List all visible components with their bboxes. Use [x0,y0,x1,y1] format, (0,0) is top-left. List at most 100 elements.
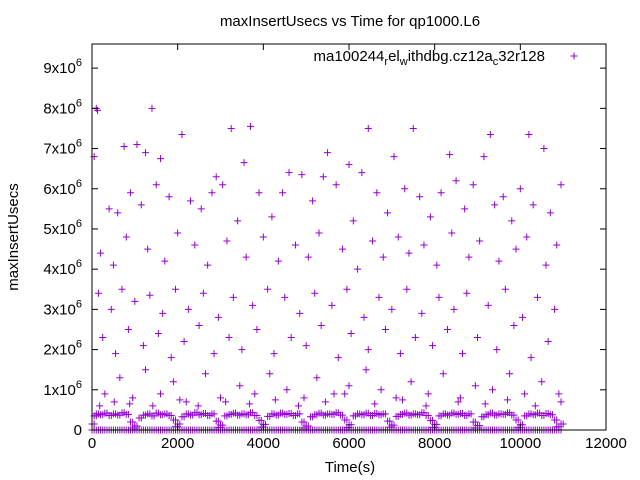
data-point [448,229,456,237]
data-point [129,394,137,402]
y-tick-label: 8x106 [43,97,82,117]
data-point [321,398,329,406]
legend-plus-icon [570,52,578,60]
data-point [137,201,145,209]
y-tick-label: 9x106 [43,57,82,77]
data-point [394,233,402,241]
data-point [197,205,205,213]
data-point [381,410,389,418]
data-point [184,305,192,313]
data-point [219,181,227,189]
data-point [99,334,107,342]
data-point [456,394,464,402]
data-point [544,338,552,346]
data-point [446,151,454,159]
data-point [555,390,563,398]
data-point [481,400,489,408]
data-point [126,400,134,408]
data-point [234,217,242,225]
x-tick-label: 2000 [161,435,194,452]
data-point [373,189,381,197]
data-point [379,253,387,261]
data-point [217,394,224,402]
data-point [426,213,434,221]
data-point [222,398,230,406]
data-point [540,145,548,153]
data-point [255,189,263,197]
data-point [109,261,117,269]
data-point [409,124,417,132]
data-point [294,402,302,410]
data-point [300,394,308,402]
data-point [214,313,222,321]
data-point [281,293,289,301]
data-point [424,412,432,420]
data-point [371,400,379,408]
data-point [465,253,473,261]
data-point [529,201,537,209]
data-point [116,374,124,382]
data-point [204,261,212,269]
data-point [339,411,347,419]
data-point [270,350,278,358]
data-point [268,213,276,221]
data-point [298,171,306,179]
data-point [96,402,104,410]
data-point [510,411,518,419]
data-point [424,390,432,398]
data-point [330,390,338,398]
data-point [364,346,372,354]
y-tick-label: 7x106 [43,138,82,158]
data-point [97,249,105,257]
data-point [309,197,317,205]
data-point [422,402,430,410]
data-point [512,245,520,253]
data-points [88,104,567,434]
data-point [296,410,304,418]
data-point [559,420,567,428]
data-point [144,245,152,253]
legend-marker [570,52,578,60]
data-point [174,229,182,237]
data-point [152,181,160,189]
data-point [257,416,265,424]
data-point [538,378,546,386]
data-point [557,181,565,189]
chart-title: maxInsertUsecs vs Time for qp1000.L6 [220,13,480,30]
x-tick-label: 4000 [247,435,280,452]
data-point [146,291,154,299]
data-point [304,253,312,261]
data-point [287,334,295,342]
data-point [291,241,299,249]
data-point [328,301,336,309]
y-axis-label: maxInsertUsecs [5,183,22,291]
data-point [180,338,188,346]
data-point [488,386,496,394]
data-point [285,169,293,177]
data-point [471,418,479,426]
data-point [390,153,398,161]
x-tick-label: 8000 [418,435,451,452]
axis-ticks: 0 2000 4000 6000 8000 10000 12000 0 1x106 2x106 3x… [43,44,627,452]
data-point [484,301,492,309]
data-point [454,398,462,406]
data-point [317,321,325,329]
data-point [339,245,347,253]
data-point [94,289,102,297]
data-point [296,309,304,317]
x-tick-label: 12000 [585,435,627,452]
data-point [407,378,415,386]
data-point [107,305,115,313]
data-point [518,313,526,321]
data-point [210,350,218,358]
data-point [508,217,516,225]
data-point [110,398,118,406]
data-point [469,181,477,189]
data-point [112,350,120,358]
data-point [553,416,561,424]
data-point [523,233,531,241]
data-point [311,289,319,297]
data-point [246,400,254,408]
data-point [463,289,471,297]
